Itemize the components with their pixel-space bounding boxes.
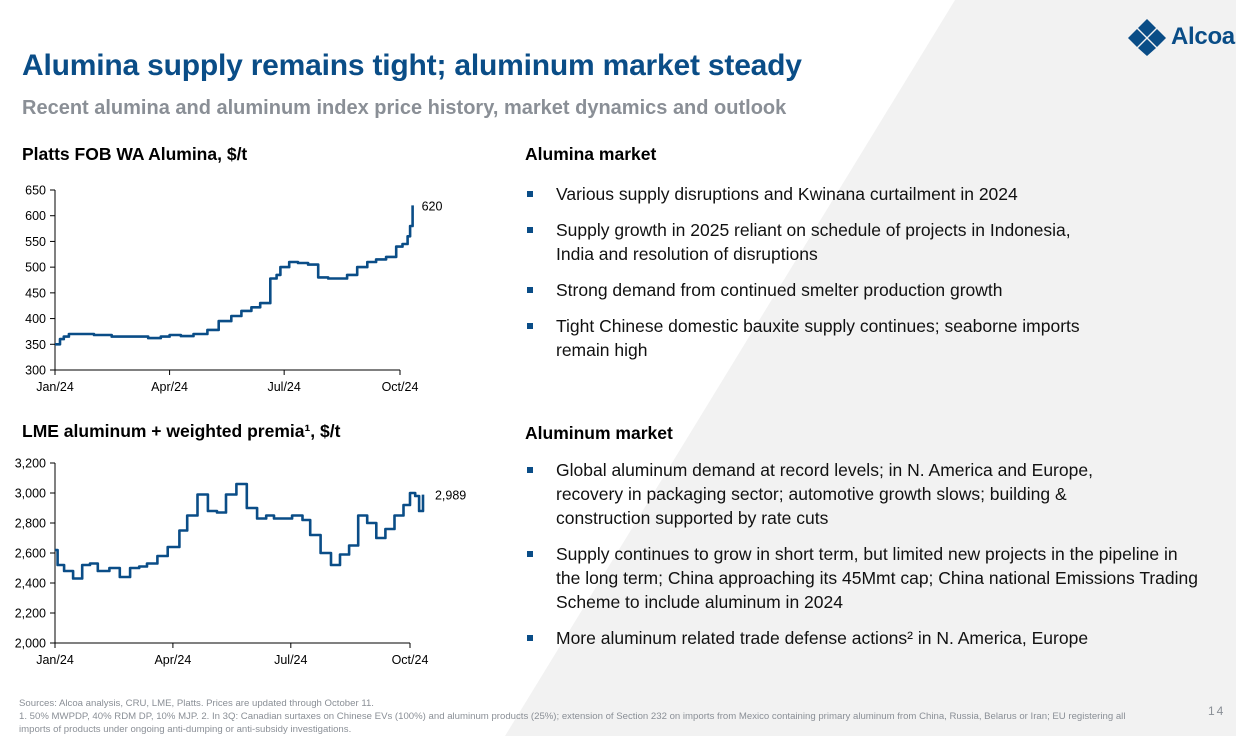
x-tick-label: Jul/24 — [267, 380, 300, 394]
page-number: 14 — [1208, 704, 1226, 718]
alumina-chart-title: Platts FOB WA Alumina, $/t — [22, 144, 248, 164]
bullet-item: Global aluminum demand at record levels;… — [525, 458, 1146, 530]
y-tick-label: 2,000 — [15, 637, 46, 651]
y-tick-label: 400 — [25, 312, 46, 326]
x-tick-label: Jan/24 — [36, 653, 74, 667]
x-tick-label: Jan/24 — [36, 380, 74, 394]
x-tick-label: Oct/24 — [382, 380, 419, 394]
y-tick-label: 3,200 — [15, 457, 46, 471]
aluminum-price-chart: 2,000 2,200 2,400 2,600 2,800 3,000 3,200 Jan/2… — [15, 457, 467, 668]
alcoa-logo: Alcoa — [1126, 18, 1235, 56]
alumina-market-bullets: Various supply disruptions and Kwinana c… — [525, 182, 1205, 374]
bullet-item: More aluminum related trade defense acti… — [525, 626, 1205, 650]
y-tick-label: 2,800 — [15, 517, 46, 531]
y-tick-label: 2,400 — [15, 577, 46, 591]
y-tick-label: 550 — [25, 235, 46, 249]
page-title: Alumina supply remains tight; aluminum m… — [22, 49, 802, 82]
end-value-label: 2,989 — [435, 489, 466, 503]
bullet-item: Strong demand from continued smelter pro… — [525, 278, 1205, 302]
x-tick-label: Oct/24 — [392, 653, 429, 667]
diamond-logo-icon — [1128, 19, 1166, 56]
logo-wordmark: Alcoa — [1171, 23, 1235, 50]
footnote-sources: Sources: Alcoa analysis, CRU, LME, Platt… — [19, 698, 374, 709]
end-value-label: 620 — [422, 199, 443, 213]
alumina-price-chart: 300 350 400 450 500 550 600 650 Jan/24 Apr/24 Jul/… — [25, 184, 442, 395]
series-line — [55, 205, 414, 346]
y-tick-label: 450 — [25, 286, 46, 300]
aluminum-market-bullets: Global aluminum demand at record levels;… — [525, 458, 1205, 662]
aluminum-market-title: Aluminum market — [525, 423, 673, 443]
aluminum-chart-title: LME aluminum + weighted premia¹, $/t — [22, 421, 341, 441]
series-line — [55, 482, 425, 580]
bullet-item: Supply growth in 2025 reliant on schedul… — [525, 218, 1101, 266]
y-tick-label: 300 — [25, 364, 46, 378]
x-tick-label: Apr/24 — [151, 380, 188, 394]
x-tick-label: Jul/24 — [274, 653, 307, 667]
y-tick-label: 350 — [25, 338, 46, 352]
bullet-item: Various supply disruptions and Kwinana c… — [525, 182, 1205, 206]
bullet-item: Supply continues to grow in short term, … — [525, 542, 1206, 614]
footnotes: Sources: Alcoa analysis, CRU, LME, Platt… — [19, 697, 1129, 736]
page-subtitle: Recent alumina and aluminum index price … — [22, 97, 787, 119]
y-tick-label: 3,000 — [15, 487, 46, 501]
y-tick-label: 2,200 — [15, 607, 46, 621]
y-tick-label: 650 — [25, 184, 46, 198]
y-tick-label: 2,600 — [15, 547, 46, 561]
y-tick-label: 500 — [25, 261, 46, 275]
alumina-market-title: Alumina market — [525, 144, 657, 164]
footnote-notes: 1. 50% MWPDP, 40% RDM DP, 10% MJP. 2. In… — [19, 711, 1126, 735]
bullet-item: Tight Chinese domestic bauxite supply co… — [525, 314, 1101, 362]
x-tick-label: Apr/24 — [154, 653, 191, 667]
y-tick-label: 600 — [25, 209, 46, 223]
